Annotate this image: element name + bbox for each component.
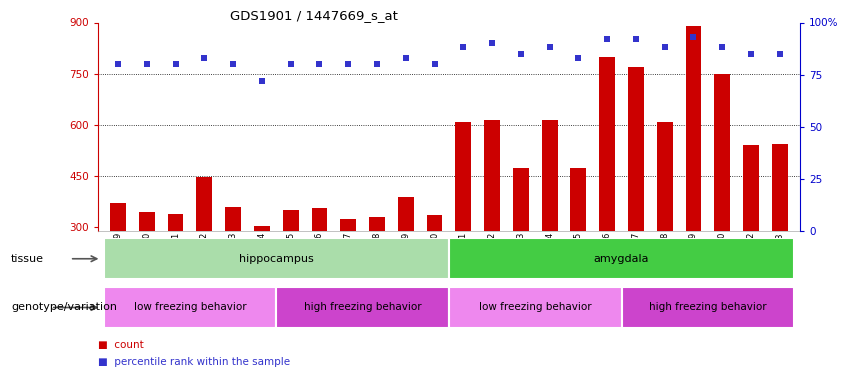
Point xyxy=(572,55,585,61)
Bar xyxy=(455,122,471,231)
Point xyxy=(284,61,298,67)
Bar xyxy=(657,122,672,231)
Text: ■  percentile rank within the sample: ■ percentile rank within the sample xyxy=(98,357,290,367)
Bar xyxy=(621,287,794,328)
Bar xyxy=(426,215,443,231)
Bar xyxy=(714,74,730,231)
Point xyxy=(255,78,269,84)
Bar xyxy=(340,219,356,231)
Point xyxy=(399,55,413,61)
Bar xyxy=(254,225,270,231)
Point xyxy=(312,61,326,67)
Text: low freezing behavior: low freezing behavior xyxy=(479,303,591,312)
Bar xyxy=(110,203,126,231)
Bar xyxy=(369,217,385,231)
Bar xyxy=(484,120,500,231)
Bar xyxy=(743,146,759,231)
Bar xyxy=(570,168,586,231)
Point xyxy=(485,40,499,46)
Text: low freezing behavior: low freezing behavior xyxy=(134,303,246,312)
Bar xyxy=(104,287,277,328)
Bar xyxy=(397,196,414,231)
Text: ■  count: ■ count xyxy=(98,340,144,350)
Bar xyxy=(772,144,788,231)
Bar xyxy=(628,67,644,231)
Bar xyxy=(311,209,328,231)
Text: genotype/variation: genotype/variation xyxy=(11,303,117,312)
Point xyxy=(341,61,355,67)
Point xyxy=(687,34,700,40)
Bar xyxy=(283,210,299,231)
Point xyxy=(111,61,125,67)
Bar xyxy=(277,287,449,328)
Bar xyxy=(513,168,528,231)
Bar xyxy=(197,177,212,231)
Text: amygdala: amygdala xyxy=(594,254,649,264)
Point xyxy=(140,61,153,67)
Point xyxy=(456,45,470,51)
Bar xyxy=(104,238,449,279)
Point xyxy=(428,61,442,67)
Bar xyxy=(168,214,184,231)
Text: high freezing behavior: high freezing behavior xyxy=(649,303,767,312)
Bar xyxy=(686,26,701,231)
Text: GDS1901 / 1447669_s_at: GDS1901 / 1447669_s_at xyxy=(230,9,397,22)
Bar xyxy=(226,207,241,231)
Point xyxy=(514,51,528,57)
Bar xyxy=(599,57,615,231)
Bar xyxy=(449,287,621,328)
Point xyxy=(600,36,614,42)
Point xyxy=(745,51,758,57)
Point xyxy=(370,61,384,67)
Point xyxy=(629,36,643,42)
Bar xyxy=(449,238,794,279)
Bar xyxy=(139,212,155,231)
Point xyxy=(716,45,729,51)
Point xyxy=(197,55,211,61)
Text: high freezing behavior: high freezing behavior xyxy=(304,303,421,312)
Point xyxy=(658,45,671,51)
Text: hippocampus: hippocampus xyxy=(239,254,314,264)
Point xyxy=(226,61,240,67)
Bar xyxy=(542,120,557,231)
Point xyxy=(168,61,182,67)
Text: tissue: tissue xyxy=(11,254,44,264)
Point xyxy=(773,51,786,57)
Point xyxy=(543,45,557,51)
